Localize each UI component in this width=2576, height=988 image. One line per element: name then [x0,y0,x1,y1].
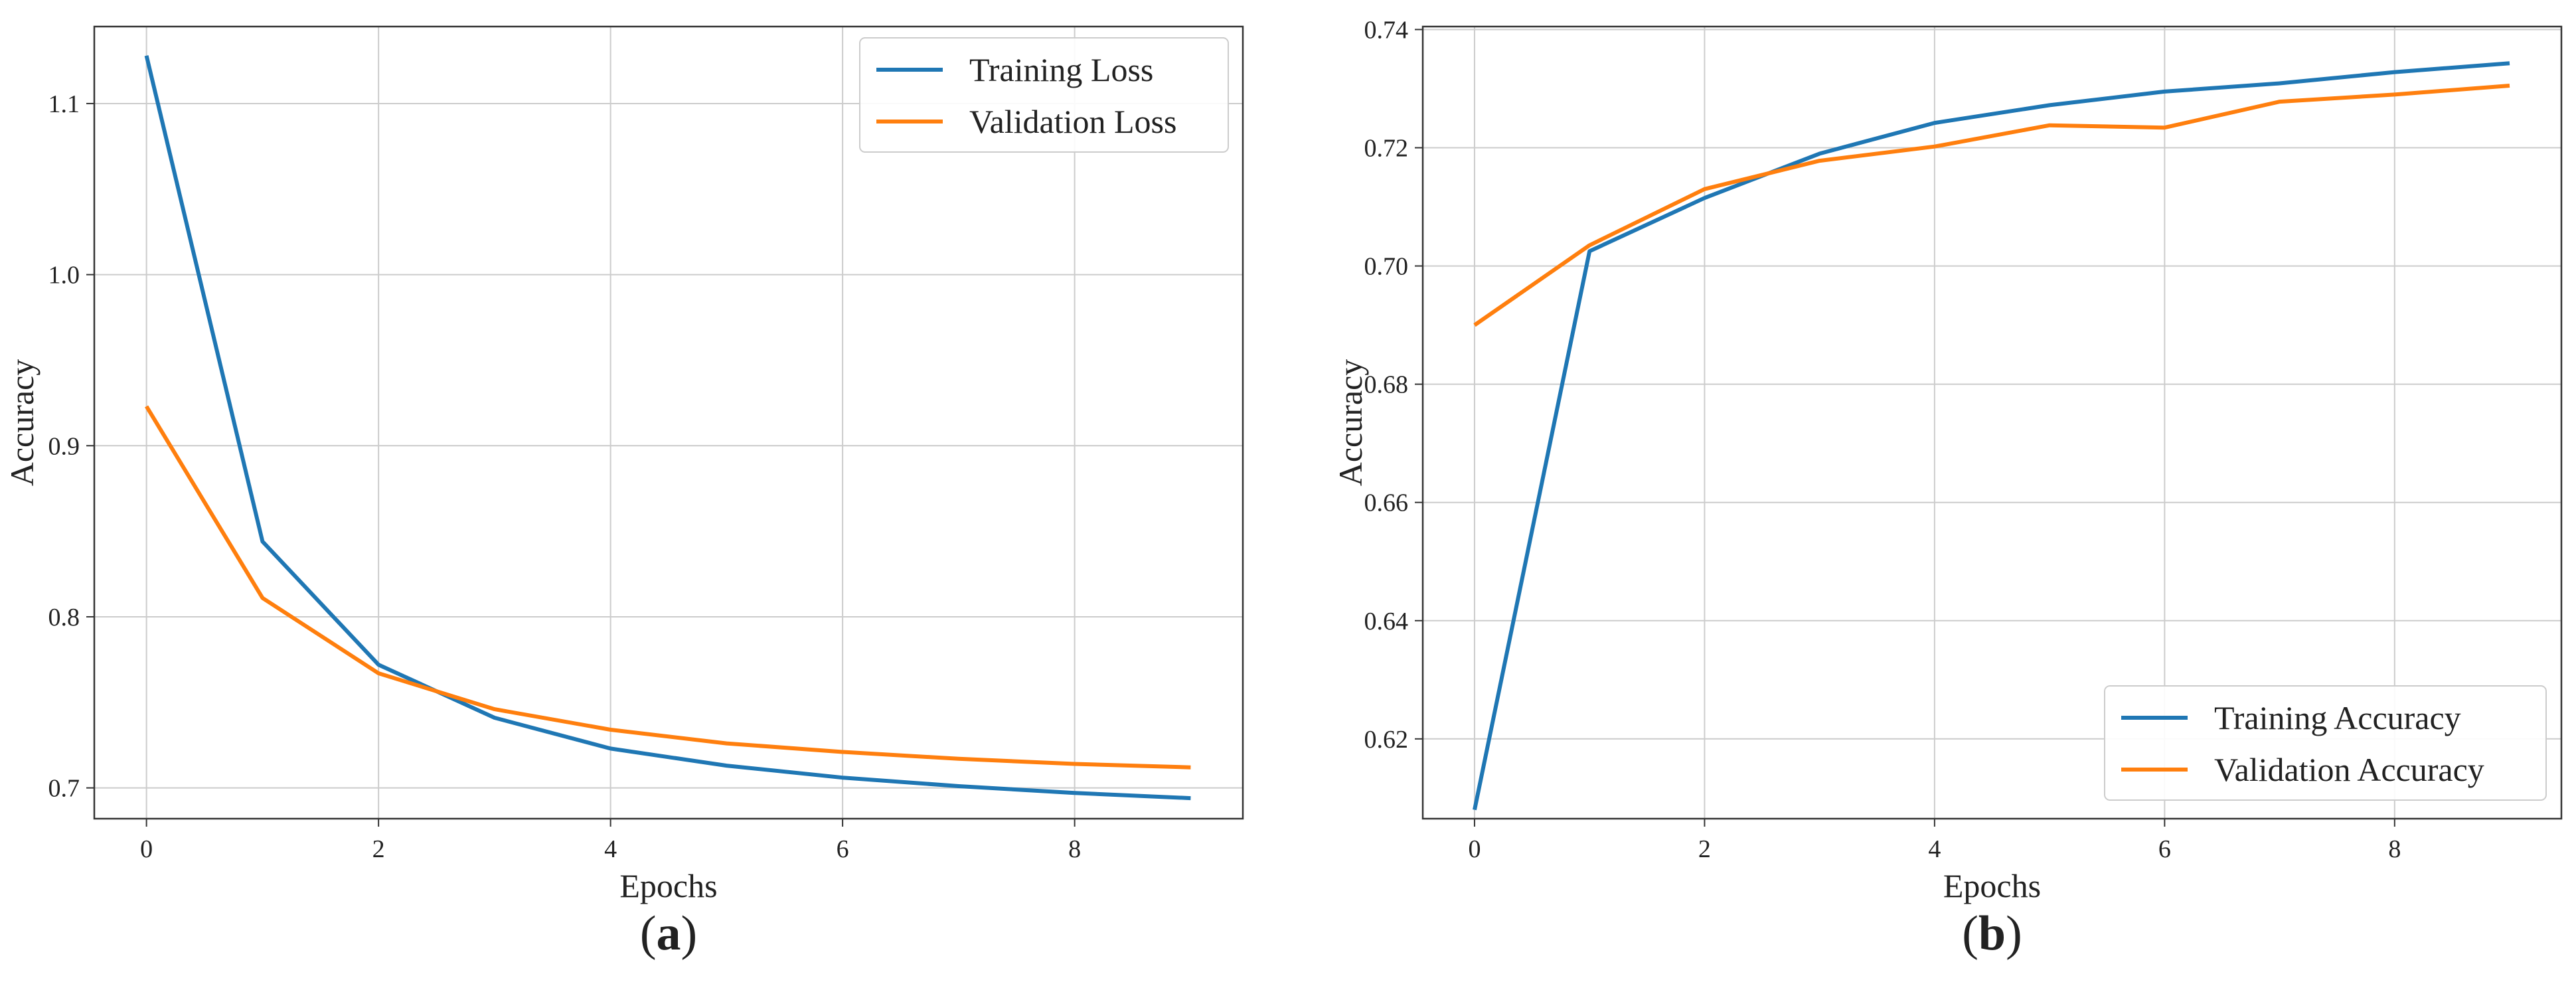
panel-a: 0 2 4 6 8 0.7 0.8 0.9 1.0 1.1 Epochs Accuracy Traini… [3,25,1244,961]
panel-label-open: ( [1962,906,1978,961]
series-line-training-loss [144,55,1191,801]
y-tick-label: 0.64 [1364,608,1409,635]
legend-label: Training Accuracy [2214,699,2461,736]
panel-label-close: ) [681,906,698,961]
x-tick-label: 4 [1928,835,1941,863]
legend-box [859,37,1229,153]
x-axis-label: Epochs [619,867,717,904]
y-tick-label: 0.72 [1364,135,1409,163]
y-tick-label: 1.0 [48,262,80,289]
panel-label-open: ( [640,906,657,961]
panel-label-close: ) [2006,906,2022,961]
x-tick-label: 0 [1468,835,1481,863]
x-tick-label: 8 [1068,835,1081,863]
panel-label: (b) [1962,906,2022,961]
axes-frame [1421,25,2563,820]
panel-label-letter: a [657,906,681,961]
y-tick-label: 0.66 [1364,489,1409,517]
panel-b: 0 2 4 6 8 0.62 0.64 0.66 0.68 0.70 0.72 0.74 Epochs A… [1332,16,2563,961]
y-tick-label: 0.8 [48,604,80,631]
y-axis-label: Accuracy [1332,359,1369,487]
x-tick-label: 2 [372,835,385,863]
y-tick-label: 0.68 [1364,371,1409,399]
panel-label-letter: b [1978,906,2006,961]
y-tick-label: 0.7 [48,775,80,803]
y-tick-label: 1.1 [48,90,80,118]
x-tick-label: 0 [140,835,153,863]
legend: Training Accuracy Validation Accuracy [2104,685,2547,801]
x-axis-label: Epochs [1943,867,2041,904]
x-tick-label: 2 [1698,835,1711,863]
x-tick-label: 4 [604,835,617,863]
y-tick-label: 0.74 [1364,16,1409,44]
series-line-validation-accuracy [1473,84,2510,327]
legend: Training Loss Validation Loss [859,37,1229,153]
x-tick-label: 8 [2388,835,2401,863]
y-tick-label: 0.70 [1364,253,1409,281]
legend-label: Validation Accuracy [2214,751,2484,788]
series-line-validation-loss [145,405,1191,770]
x-tick-label: 6 [2158,835,2171,863]
panel-label: (a) [640,906,697,961]
x-tick-label: 6 [837,835,849,863]
y-axis-label: Accuracy [3,359,40,487]
y-tick-label: 0.62 [1364,726,1409,754]
legend-label: Training Loss [969,51,1153,88]
y-tick-label: 0.9 [48,432,80,460]
legend-label: Validation Loss [969,103,1176,140]
series-line-training-accuracy [1473,61,2510,811]
legend-box [2104,685,2547,801]
axes-frame [93,25,1244,820]
